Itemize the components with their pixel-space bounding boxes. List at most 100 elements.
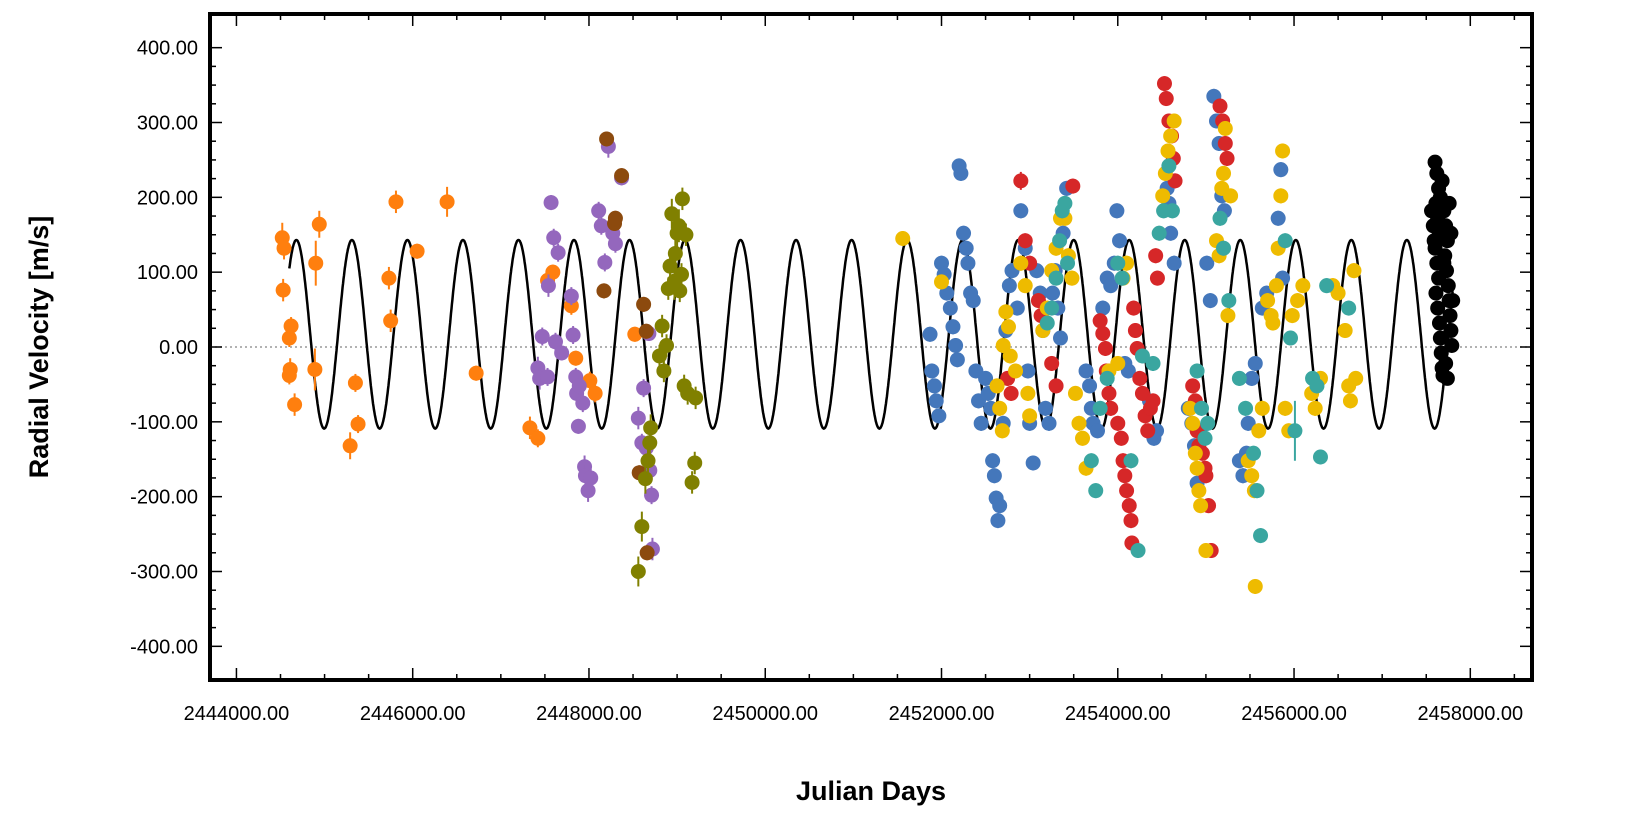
data-point xyxy=(1198,543,1214,559)
data-point xyxy=(1244,370,1260,386)
data-point xyxy=(287,397,303,413)
data-point xyxy=(607,210,623,226)
data-point xyxy=(587,385,603,401)
x-tick-label: 2448000.00 xyxy=(536,703,642,725)
data-point xyxy=(1045,285,1061,301)
data-point xyxy=(939,285,955,301)
data-point xyxy=(636,380,652,396)
data-point xyxy=(383,313,399,329)
data-point xyxy=(591,203,607,219)
y-tick-label: 200.00 xyxy=(137,187,198,209)
data-point xyxy=(1092,400,1108,416)
data-point xyxy=(1238,400,1254,416)
plot-area xyxy=(210,76,1532,594)
data-point xyxy=(895,230,911,246)
data-point xyxy=(1166,113,1182,129)
y-tick-label: 300.00 xyxy=(137,113,198,135)
data-point xyxy=(1126,300,1142,316)
data-point xyxy=(1260,293,1276,309)
data-point xyxy=(1212,210,1228,226)
data-point xyxy=(1025,455,1041,471)
data-point xyxy=(565,327,581,343)
data-point xyxy=(687,455,703,471)
data-point xyxy=(1151,225,1167,241)
data-point xyxy=(1432,330,1448,346)
data-point xyxy=(554,345,570,361)
data-point xyxy=(1110,255,1126,271)
data-point xyxy=(1428,285,1444,301)
data-point xyxy=(1022,408,1038,424)
data-point xyxy=(992,400,1008,416)
data-point xyxy=(1284,308,1300,324)
x-tick-label: 2444000.00 xyxy=(184,703,290,725)
data-point xyxy=(1436,255,1452,271)
data-point xyxy=(1441,195,1457,211)
data-point xyxy=(350,416,366,432)
data-point xyxy=(1103,278,1119,294)
data-point xyxy=(540,369,556,385)
data-point xyxy=(1095,300,1111,316)
data-point xyxy=(1158,91,1174,107)
data-point xyxy=(1443,323,1459,339)
data-point xyxy=(1164,203,1180,219)
model-curve xyxy=(288,238,1454,430)
data-point xyxy=(639,545,655,561)
data-point xyxy=(1117,468,1133,484)
y-tick-label: -200.00 xyxy=(130,487,198,509)
data-point xyxy=(643,420,659,436)
data-point xyxy=(281,330,297,346)
data-point xyxy=(1185,378,1201,394)
data-point xyxy=(1426,233,1442,249)
data-point xyxy=(1240,415,1256,431)
data-point xyxy=(580,483,596,499)
data-point xyxy=(1161,158,1177,174)
y-axis-title: Radial Velocity [m/s] xyxy=(24,216,54,479)
data-point xyxy=(931,408,947,424)
x-axis: 2444000.00 2446000.00 2448000.00 2450000.00… xyxy=(184,14,1523,725)
data-point xyxy=(1440,278,1456,294)
data-point xyxy=(1283,330,1299,346)
x-tick-label: 2452000.00 xyxy=(889,703,995,725)
data-point xyxy=(992,498,1008,514)
data-point xyxy=(614,168,630,184)
data-point xyxy=(674,266,690,282)
data-point xyxy=(1277,233,1293,249)
data-point xyxy=(1247,578,1263,594)
data-point xyxy=(1020,385,1036,401)
y-tick-label: 100.00 xyxy=(137,262,198,284)
data-point xyxy=(276,240,292,256)
data-point xyxy=(945,319,961,335)
data-point xyxy=(530,430,546,446)
data-point xyxy=(1130,543,1146,559)
data-point xyxy=(1245,445,1261,461)
data-point xyxy=(1041,415,1057,431)
data-point xyxy=(1185,415,1201,431)
data-point xyxy=(1217,120,1233,136)
data-point xyxy=(1249,483,1265,499)
x-tick-label: 2458000.00 xyxy=(1417,703,1523,725)
data-point xyxy=(1309,378,1325,394)
data-series-1 xyxy=(274,186,643,460)
data-point xyxy=(1348,370,1364,386)
data-point xyxy=(664,206,680,222)
data-point xyxy=(1067,385,1083,401)
data-point xyxy=(684,474,700,490)
data-point xyxy=(1101,385,1117,401)
y-tick-label: -100.00 xyxy=(130,412,198,434)
data-point xyxy=(1319,278,1335,294)
data-point xyxy=(1160,143,1176,159)
data-point xyxy=(1088,483,1104,499)
data-point xyxy=(575,395,591,411)
data-point xyxy=(672,283,688,299)
data-point xyxy=(953,165,969,181)
data-point xyxy=(1290,293,1306,309)
data-point xyxy=(1038,400,1054,416)
data-point xyxy=(388,194,404,210)
data-point xyxy=(1148,248,1164,264)
data-point xyxy=(1112,233,1128,249)
data-point xyxy=(637,471,653,487)
data-point xyxy=(1273,162,1289,178)
data-point xyxy=(1199,255,1215,271)
x-tick-label: 2450000.00 xyxy=(712,703,818,725)
data-point xyxy=(949,352,965,368)
